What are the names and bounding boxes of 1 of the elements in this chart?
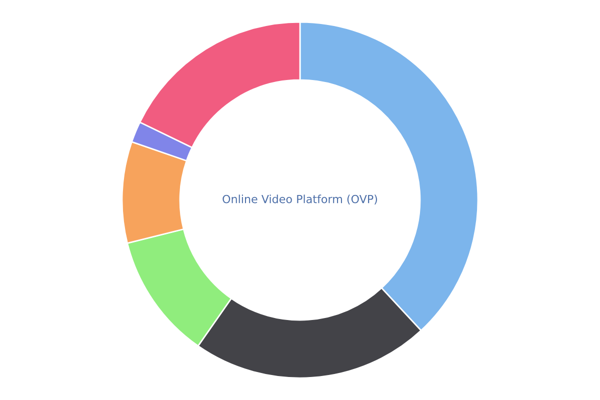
- text: Online Video Platform (OVP): [222, 194, 378, 205]
